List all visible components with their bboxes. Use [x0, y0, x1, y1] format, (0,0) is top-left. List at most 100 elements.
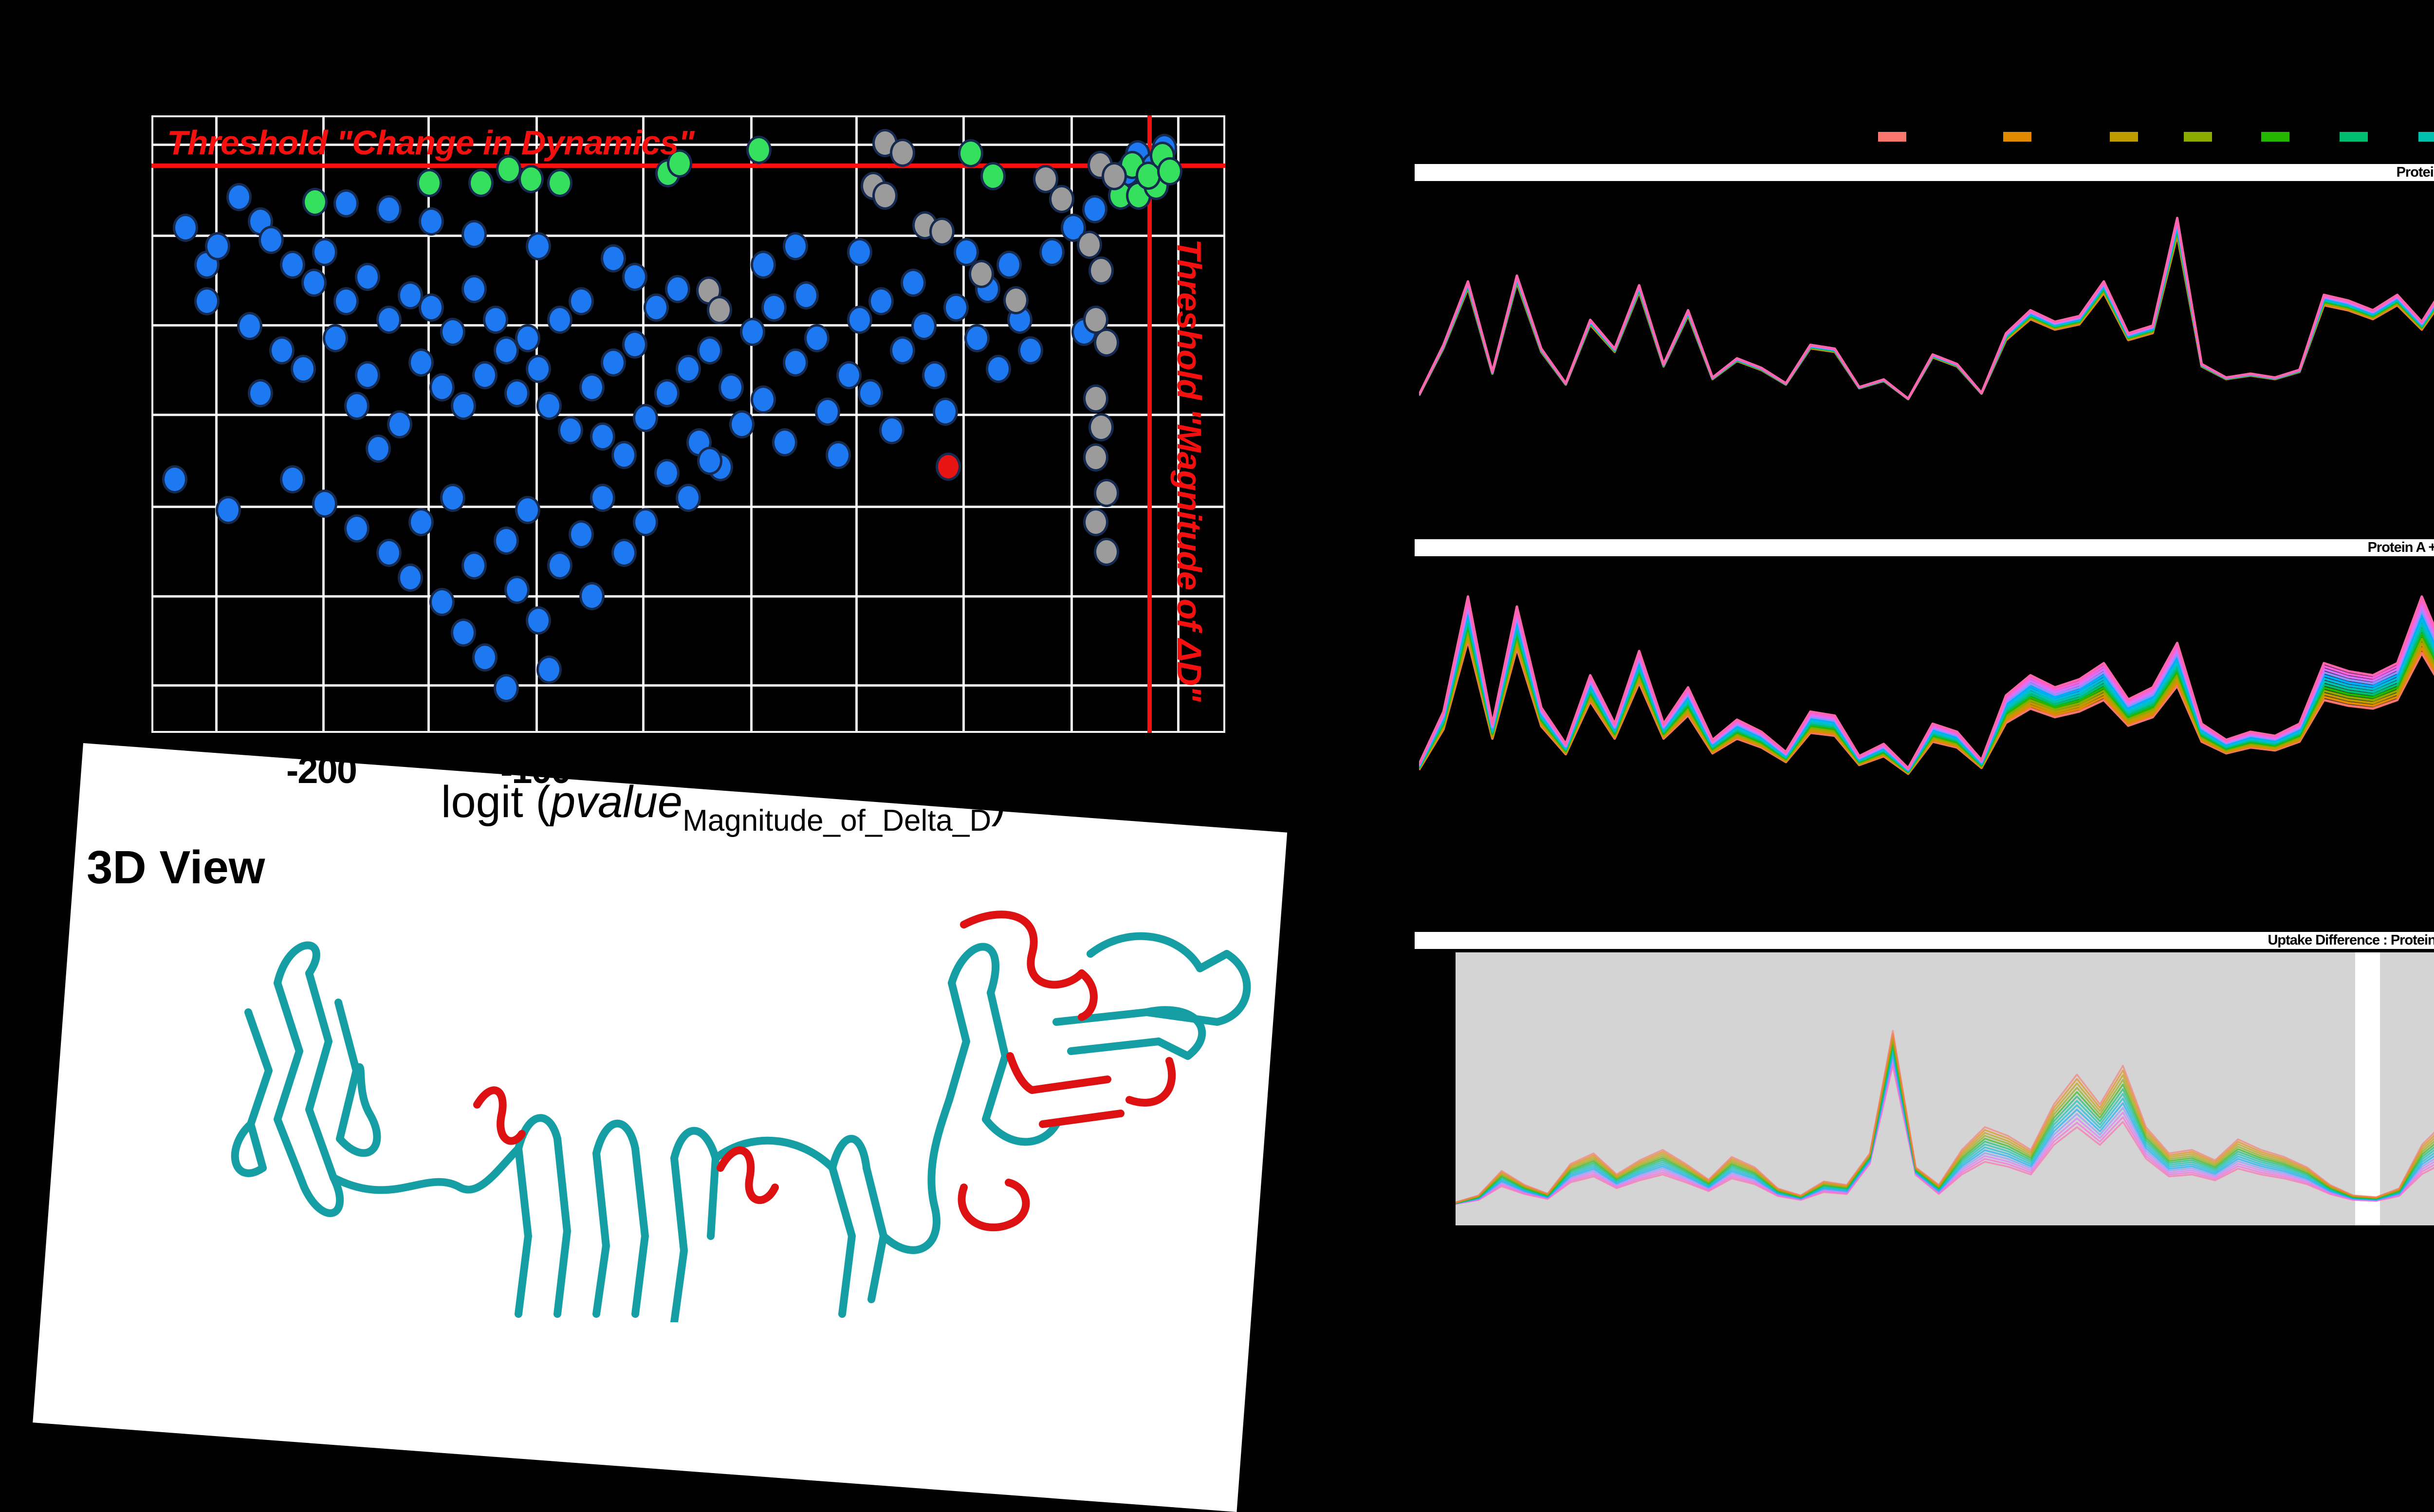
- volcano-point[interactable]: [1033, 165, 1059, 194]
- volcano-point[interactable]: [793, 281, 819, 310]
- volcano-point[interactable]: [312, 490, 337, 518]
- volcano-point[interactable]: [483, 306, 509, 334]
- volcano-point[interactable]: [504, 379, 530, 408]
- volcano-point[interactable]: [900, 269, 926, 297]
- volcano-point[interactable]: [258, 226, 284, 255]
- volcano-point[interactable]: [868, 287, 894, 316]
- volcano-point[interactable]: [654, 379, 680, 408]
- volcano-point[interactable]: [397, 281, 423, 310]
- legend-swatch[interactable]: [2418, 132, 2434, 142]
- volcano-point[interactable]: [1101, 162, 1127, 191]
- uptake-series-line[interactable]: [1419, 614, 2434, 772]
- uptake-chart-protein-a[interactable]: [1419, 195, 2434, 414]
- volcano-point[interactable]: [408, 348, 434, 377]
- volcano-point[interactable]: [515, 496, 541, 525]
- volcano-point[interactable]: [889, 139, 915, 167]
- volcano-point[interactable]: [419, 293, 444, 322]
- volcano-point[interactable]: [847, 238, 872, 267]
- volcano-point[interactable]: [847, 306, 872, 334]
- volcano-point[interactable]: [579, 373, 605, 401]
- volcano-point[interactable]: [376, 306, 402, 334]
- uptake-series-line[interactable]: [1419, 214, 2434, 400]
- legend-swatch[interactable]: [2261, 132, 2289, 142]
- volcano-point[interactable]: [729, 410, 755, 438]
- volcano-point[interactable]: [986, 355, 1012, 383]
- volcano-point[interactable]: [440, 318, 466, 346]
- uptake-series-line[interactable]: [1419, 624, 2434, 773]
- volcano-point[interactable]: [215, 496, 241, 525]
- volcano-point[interactable]: [579, 582, 605, 610]
- volcano-point[interactable]: [1094, 328, 1120, 357]
- volcano-point[interactable]: [376, 195, 402, 224]
- uptake-series-line[interactable]: [1419, 628, 2434, 774]
- volcano-point[interactable]: [279, 465, 305, 493]
- volcano-point[interactable]: [536, 655, 562, 684]
- volcano-point[interactable]: [269, 336, 295, 365]
- uptake-series-line[interactable]: [1419, 636, 2434, 775]
- volcano-point[interactable]: [1061, 213, 1087, 242]
- volcano-point[interactable]: [936, 452, 961, 481]
- volcano-point[interactable]: [1088, 413, 1114, 441]
- volcano-point[interactable]: [857, 379, 883, 408]
- legend-swatch[interactable]: [2184, 132, 2212, 142]
- volcano-point[interactable]: [515, 324, 541, 352]
- volcano-point[interactable]: [387, 410, 412, 438]
- volcano-point[interactable]: [526, 606, 552, 635]
- volcano-point[interactable]: [1049, 184, 1075, 213]
- volcano-point[interactable]: [569, 287, 594, 316]
- volcano-point[interactable]: [739, 318, 765, 346]
- volcano-point[interactable]: [932, 398, 958, 426]
- volcano-point[interactable]: [237, 311, 262, 340]
- volcano-point[interactable]: [569, 520, 594, 549]
- volcano-point[interactable]: [772, 428, 797, 457]
- volcano-point[interactable]: [526, 355, 552, 383]
- volcano-point[interactable]: [746, 135, 772, 164]
- volcano-point[interactable]: [750, 250, 776, 279]
- volcano-point[interactable]: [611, 440, 637, 469]
- volcano-point[interactable]: [247, 379, 273, 408]
- volcano-point[interactable]: [667, 149, 693, 178]
- volcano-point[interactable]: [836, 361, 862, 389]
- volcano-point[interactable]: [622, 262, 648, 291]
- volcano-point[interactable]: [526, 232, 552, 260]
- volcano-point[interactable]: [547, 551, 573, 580]
- volcano-point[interactable]: [969, 259, 995, 288]
- volcano-point[interactable]: [451, 391, 477, 420]
- volcano-point[interactable]: [472, 361, 498, 389]
- volcano-point[interactable]: [633, 508, 659, 537]
- volcano-point[interactable]: [461, 219, 487, 248]
- uptake-series-line[interactable]: [1419, 595, 2434, 769]
- volcano-point[interactable]: [825, 440, 851, 469]
- volcano-point[interactable]: [1083, 508, 1109, 537]
- volcano-point[interactable]: [601, 348, 627, 377]
- volcano-point[interactable]: [1094, 537, 1120, 566]
- volcano-point[interactable]: [468, 168, 494, 197]
- volcano-point[interactable]: [718, 373, 744, 401]
- volcano-point[interactable]: [676, 483, 701, 512]
- protein-ribbon-structure[interactable]: [204, 895, 1266, 1322]
- volcano-point[interactable]: [417, 168, 443, 197]
- volcano-point[interactable]: [1083, 384, 1109, 413]
- volcano-point[interactable]: [333, 287, 359, 316]
- volcano-point[interactable]: [429, 588, 455, 617]
- volcano-point[interactable]: [354, 361, 380, 389]
- volcano-point[interactable]: [943, 293, 969, 322]
- volcano-point[interactable]: [697, 336, 722, 365]
- volcano-point[interactable]: [590, 422, 616, 451]
- volcano-point[interactable]: [1018, 336, 1044, 365]
- volcano-point[interactable]: [419, 207, 444, 236]
- volcano-point[interactable]: [1039, 238, 1065, 267]
- uptake-series-line[interactable]: [1419, 639, 2434, 775]
- volcano-point[interactable]: [301, 269, 327, 297]
- volcano-point[interactable]: [376, 539, 402, 567]
- volcano-point[interactable]: [494, 336, 519, 365]
- volcano-point[interactable]: [958, 139, 984, 168]
- volcano-point[interactable]: [494, 674, 519, 702]
- volcano-point[interactable]: [929, 217, 955, 246]
- volcano-point[interactable]: [814, 398, 840, 426]
- volcano-point[interactable]: [1083, 443, 1109, 472]
- legend-swatch[interactable]: [2003, 132, 2031, 142]
- volcano-point[interactable]: [782, 232, 808, 260]
- volcano-point[interactable]: [504, 575, 530, 604]
- volcano-point[interactable]: [980, 162, 1006, 191]
